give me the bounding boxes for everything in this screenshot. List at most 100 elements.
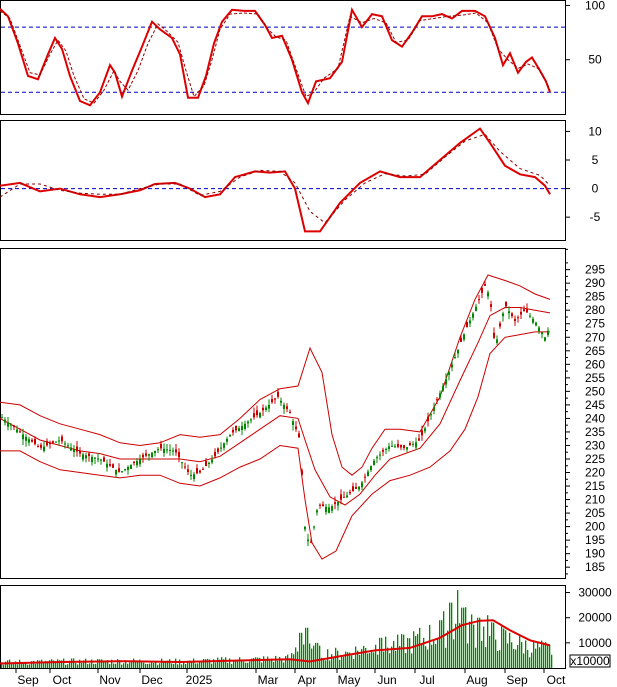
candle-body [40,444,42,448]
volume-bar [1,662,3,668]
volume-bar [451,602,453,668]
candle-body [136,461,138,466]
volume-bar [275,655,277,668]
x-label: Mar [258,673,279,687]
x-label: Dec [141,673,162,687]
volume-bar [331,654,333,668]
volume-bar [493,622,495,668]
volume-bar [159,663,161,668]
volume-bar [209,659,211,668]
candle-body [43,446,45,452]
volume-bar [419,627,421,668]
volume-bar [179,659,181,668]
candle-body [352,486,354,492]
volume-bar [313,645,315,668]
volume-bar [245,662,247,668]
volume-bar [473,624,475,668]
volume-bar [467,643,469,668]
volume-bar [403,634,405,668]
candle-body [208,462,210,464]
volume-bar [471,614,473,668]
volume-bar [147,663,149,668]
volume-bar [543,642,545,668]
volume-bar [435,644,437,668]
candle-body [196,468,198,474]
panel-volume: 10000 20000 30000 x10000 [0,585,612,669]
volume-bar [457,590,459,668]
tick-label: 210 [585,493,605,507]
candle-body [541,332,543,335]
volume-bar [231,663,233,668]
volume-bar [183,662,185,668]
candle-body [166,449,168,451]
tick-label: 190 [585,547,605,561]
volume-bar [255,657,257,668]
volume-bar [129,662,131,668]
tick-label: 255 [585,371,605,385]
volume-bar [365,647,367,668]
volume-bar [211,663,213,668]
volume-bar [257,657,259,668]
candle-body [124,469,126,471]
candle-body [403,445,405,448]
volume-bar [479,617,481,668]
volume-bar [187,660,189,668]
volume-bar [455,623,457,668]
candle-body [415,442,417,448]
volume-bar [501,626,503,668]
volume-bar [279,656,281,668]
volume-bar [303,644,305,668]
volume-bar [251,658,253,668]
volume-bar [357,650,359,668]
volume-bar [17,664,19,668]
y-axis: 10000 20000 30000 [565,586,612,650]
volume-bar [355,646,357,668]
candle-body [7,422,9,427]
volume-bar [135,660,137,668]
volume-bar [351,655,353,668]
candle-body [94,457,96,459]
candle-body [49,442,51,445]
volume-bar [523,653,525,668]
tick-label: 0 [592,182,599,196]
volume-bar [165,662,167,668]
volume-bar [289,659,291,668]
volume-bar [133,658,135,668]
candle-body [340,494,342,500]
volume-bar [291,653,293,668]
volume-bar [371,650,373,668]
candle-body [79,450,81,454]
volume-bar [517,645,519,668]
tick-label: 10000 [578,636,612,650]
volume-ma [0,619,551,665]
candle-body [469,320,471,324]
volume-bar [93,663,95,668]
x-label: Aug [466,673,487,687]
panel-price: 1851901952002052102152202252302352402452… [0,248,605,579]
volume-bar [197,663,199,668]
volume-bar [271,658,273,668]
volume-bar [23,663,25,668]
candle-body [544,337,546,341]
volume-bar [503,628,505,668]
candle-body [301,470,303,475]
candle-body [70,447,72,451]
tick-label: 295 [585,263,605,277]
volume-bar [437,638,439,668]
tick-label: 260 [585,357,605,371]
volume-bar [295,647,297,668]
volume-bar [51,659,53,668]
x-label: Oct [547,673,566,687]
volume-bar [193,658,195,668]
candle-body [13,425,15,428]
volume-bar [265,659,267,668]
candle-body [199,470,201,473]
volume-bar [337,650,339,668]
volume-bar [269,659,271,668]
volume-bar [31,661,33,668]
volume-bar [29,664,31,668]
candle-body [151,452,153,458]
candle-body [388,446,390,450]
volume-bar [299,632,301,668]
volume-bar [535,648,537,668]
